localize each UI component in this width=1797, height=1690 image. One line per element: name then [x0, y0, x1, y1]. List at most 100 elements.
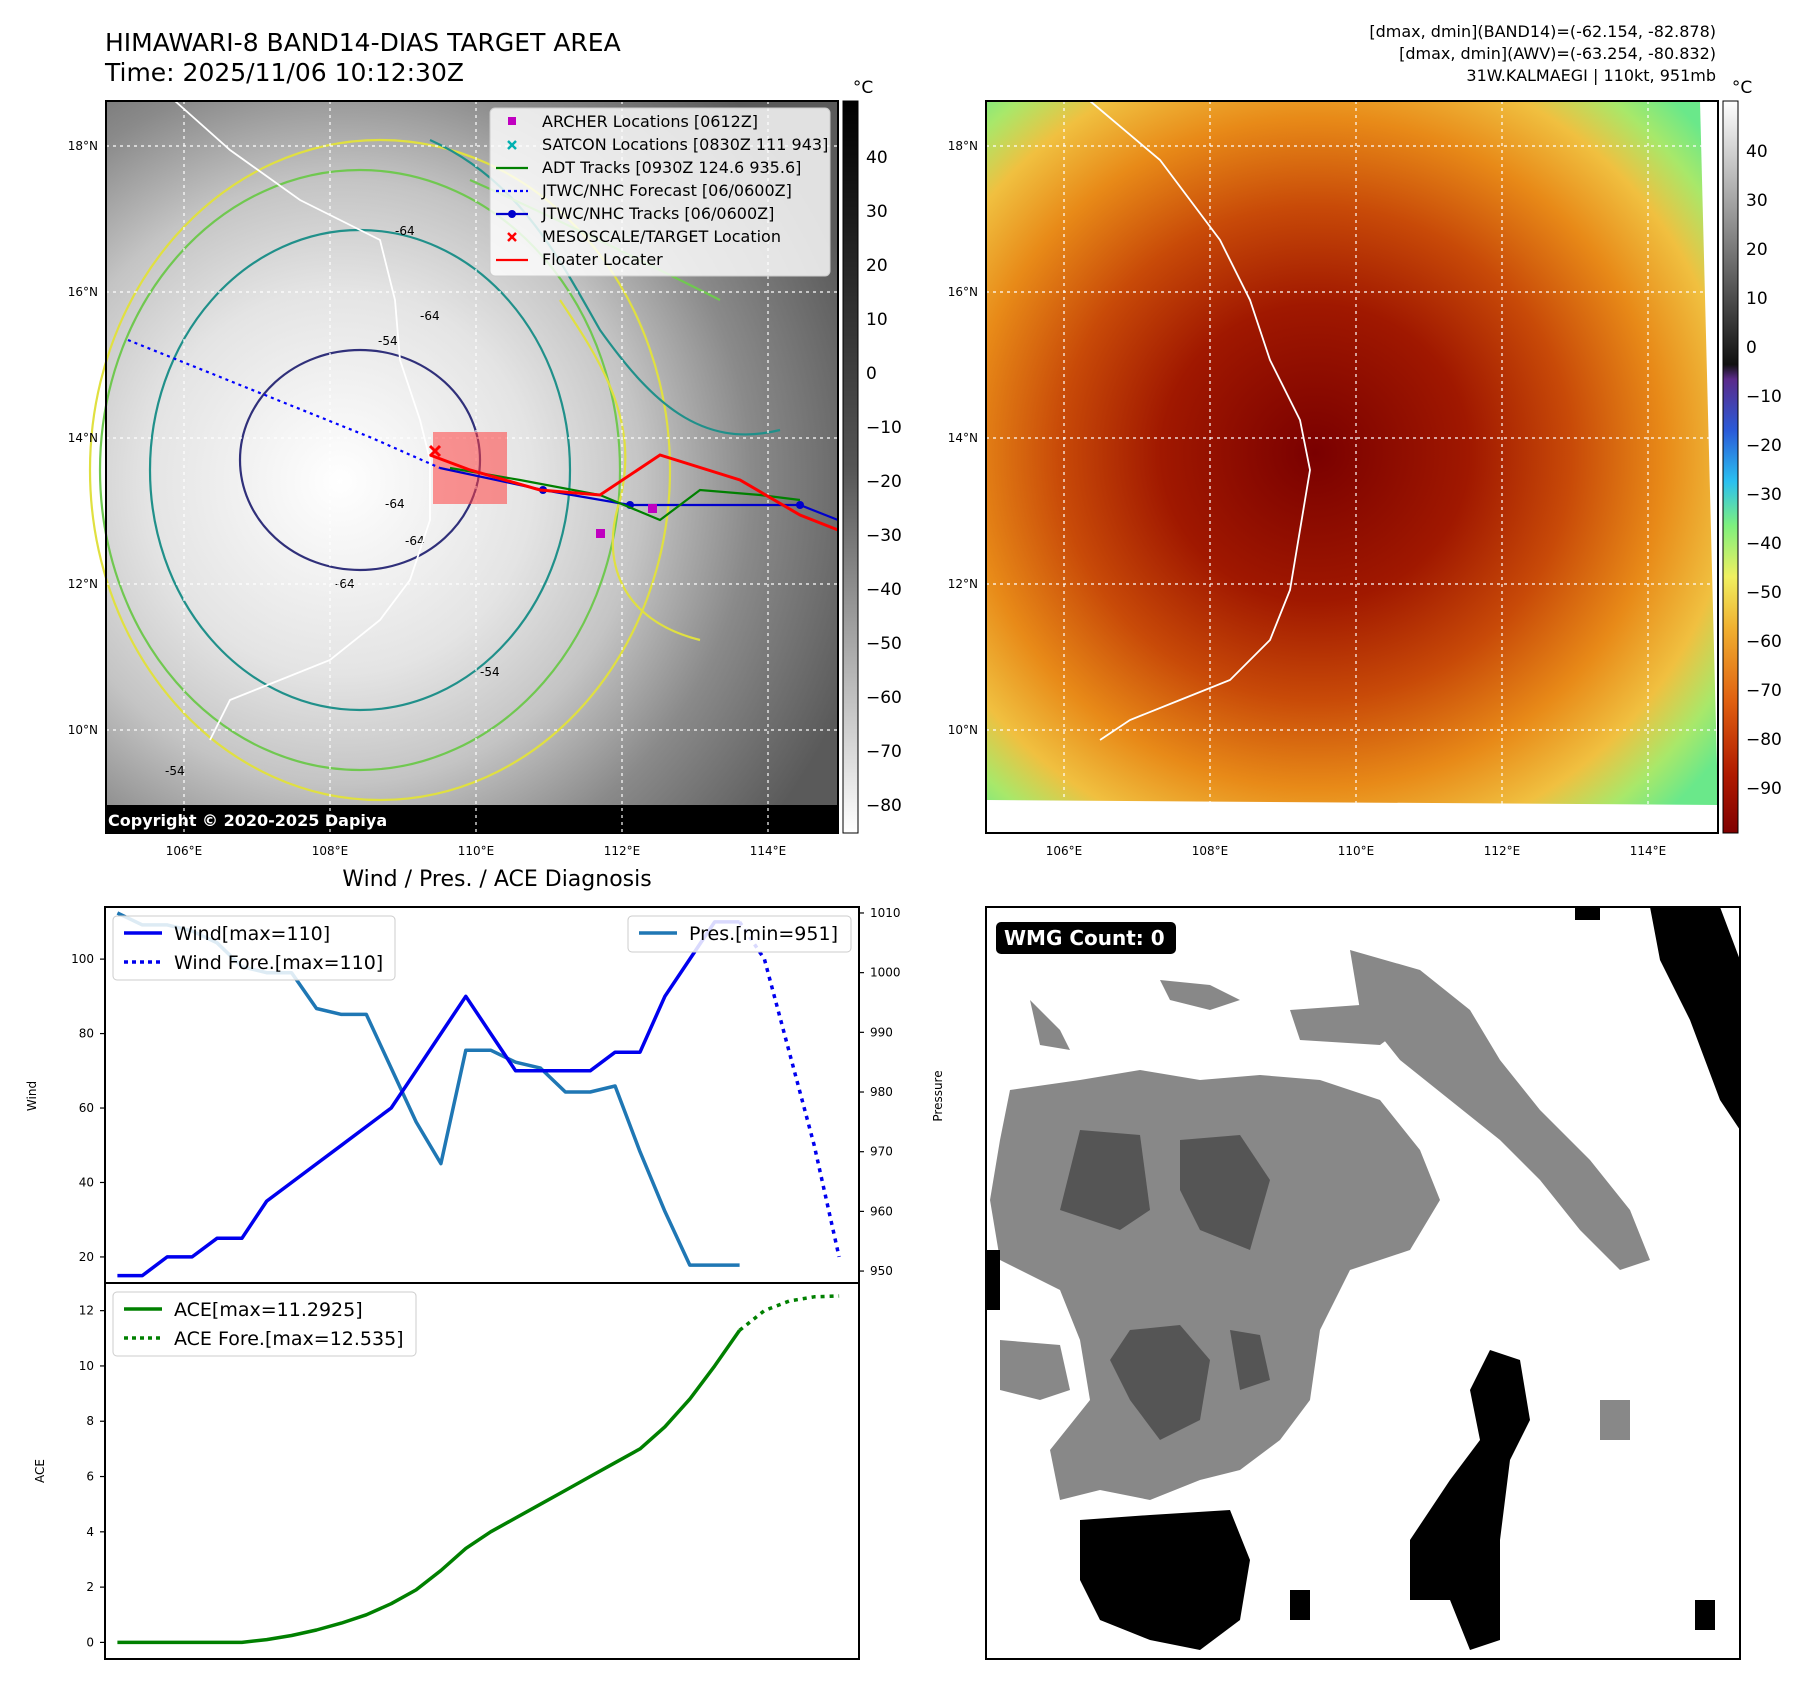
ace-forecast-line: [738, 1294, 840, 1332]
pressure-tick-label: 960: [870, 1204, 893, 1218]
contour-label: -64: [405, 534, 425, 548]
legend-jtwc-tracks: JTWC/NHC Tracks [06/0600Z]: [541, 204, 774, 223]
contour-label: -54: [480, 665, 500, 679]
wmg-cells: [986, 907, 1740, 1650]
colorbar-awv: °C 40 30 20 10 0 −10 −20 −30 −40 −50 −60…: [1722, 78, 1782, 834]
lon-label: 110°E: [458, 844, 495, 858]
ace-tick-label: 10: [79, 1359, 94, 1373]
wind-tick-label: 100: [71, 952, 94, 966]
lon-label: 112°E: [1484, 844, 1521, 858]
cbar-tick: −40: [1746, 534, 1782, 554]
cbar-tick: −80: [1746, 730, 1782, 750]
contour-label: -64: [420, 309, 440, 323]
wind-line: [117, 920, 740, 1278]
contour-label: -54: [165, 764, 185, 778]
ace-tick-label: 4: [86, 1525, 94, 1539]
wmg-count-label: WMG Count: 0: [1004, 926, 1165, 950]
legend-jtwc-forecast: JTWC/NHC Forecast [06/0600Z]: [541, 181, 792, 200]
diagnosis-title: Wind / Pres. / ACE Diagnosis: [342, 867, 651, 892]
target-area-box: [433, 432, 507, 504]
gridlines: [986, 101, 1718, 833]
legend-ace-fore: ACE Fore.[max=12.535]: [174, 1328, 404, 1350]
ace-chart: 0 2 4 6 8 10 12 ACE ACE[max=11.2925] ACE Fore.…: [33, 1282, 860, 1660]
colorbar-ticks: 40 30 20 10 0 −10 −20 −30 −40 −50 −60 −7…: [866, 148, 902, 816]
pressure-tick-label: 990: [870, 1025, 893, 1039]
contour-label: -54: [378, 334, 398, 348]
copyright-text: Copyright © 2020-2025 Dapiya: [108, 811, 387, 830]
lat-label: 12°N: [68, 577, 98, 591]
legend-item: JTWC/NHC Forecast [06/0600Z]: [496, 181, 792, 200]
ace-axis-label: ACE: [33, 1459, 47, 1483]
info-band14: [dmax, dmin](BAND14)=(-62.154, -82.878): [1369, 22, 1716, 41]
cbar-tick: 10: [1746, 289, 1768, 309]
pressure-tick-label: 980: [870, 1085, 893, 1099]
cbar-tick: −30: [1746, 485, 1782, 505]
colorbar-gradient: [842, 100, 859, 834]
lat-labels: 18°N 16°N 14°N 12°N 10°N: [68, 139, 98, 737]
map-legend: ARCHER Locations [0612Z] SATCON Location…: [489, 107, 831, 277]
lat-labels: 18°N 16°N 14°N 12°N 10°N: [948, 139, 978, 737]
figure-title: HIMAWARI-8 BAND14-DIAS TARGET AREA: [105, 28, 621, 57]
floater-track: [429, 453, 839, 532]
wind-axis: 20 40 60 80 100: [71, 952, 105, 1264]
legend-ace: ACE[max=11.2925]: [174, 1299, 363, 1321]
cbar-tick: −90: [1746, 779, 1782, 799]
lat-label: 14°N: [948, 431, 978, 445]
ace-tick-label: 8: [86, 1414, 94, 1428]
cbar-tick: −20: [866, 472, 902, 492]
wind-pressure-chart: 20 40 60 80 100 950 960 970 980 990 1000 1010 Wind…: [25, 906, 945, 1284]
contour-label: -64: [385, 497, 405, 511]
lat-label: 16°N: [948, 285, 978, 299]
lon-labels: 106°E 108°E 110°E 112°E 114°E: [1046, 844, 1667, 858]
pressure-tick-label: 1000: [870, 966, 901, 980]
contour-label: -64: [395, 224, 415, 238]
legend-pressure: Pres.[min=951]: [689, 923, 838, 945]
lon-label: 112°E: [604, 844, 641, 858]
cbar-tick: −70: [866, 742, 902, 762]
cbar-tick: 30: [1746, 191, 1768, 211]
coastline: [174, 100, 431, 741]
ir-color-image: [986, 101, 1718, 805]
ace-tick-label: 2: [86, 1580, 94, 1594]
ace-tick-label: 12: [79, 1304, 94, 1318]
cbar-tick: −60: [866, 688, 902, 708]
cbar-tick: −50: [1746, 583, 1782, 603]
legend-wind: Wind[max=110]: [174, 923, 330, 945]
pressure-axis: 950 960 970 980 990 1000 1010: [859, 906, 901, 1278]
lon-label: 114°E: [750, 844, 787, 858]
cbar-tick: 30: [866, 202, 888, 222]
cbar-tick: −20: [1746, 436, 1782, 456]
lat-label: 10°N: [948, 723, 978, 737]
colorbar-unit: °C: [1732, 78, 1752, 98]
legend-item: SATCON Locations [0830Z 111 943]: [507, 135, 828, 154]
colorbar-gradient: [1722, 100, 1739, 834]
ace-series: [117, 1294, 840, 1645]
wind-tick-label: 80: [79, 1027, 94, 1041]
legend-item: MESOSCALE/TARGET Location: [507, 227, 781, 246]
legend-mesoscale: MESOSCALE/TARGET Location: [542, 227, 781, 246]
cbar-tick: 10: [866, 310, 888, 330]
legend-satcon: SATCON Locations [0830Z 111 943]: [542, 135, 828, 154]
cbar-tick: −40: [866, 580, 902, 600]
ace-tick-label: 6: [86, 1470, 94, 1484]
map-frame: [105, 100, 839, 834]
cbar-tick: −60: [1746, 632, 1782, 652]
ace-tick-label: 0: [86, 1635, 94, 1649]
lon-label: 114°E: [1630, 844, 1667, 858]
cbar-tick: −80: [866, 796, 902, 816]
cbar-tick: −10: [1746, 387, 1782, 407]
wind-legend: Wind[max=110] Wind Fore.[max=110]: [112, 915, 396, 981]
colorbar-unit: °C: [853, 78, 873, 98]
cbar-tick: −10: [866, 418, 902, 438]
lat-label: 18°N: [68, 139, 98, 153]
cbar-tick: −50: [866, 634, 902, 654]
cbar-tick: 20: [1746, 240, 1768, 260]
legend-item: ARCHER Locations [0612Z]: [508, 112, 758, 131]
target-marker: [428, 444, 442, 458]
legend-item: JTWC/NHC Tracks [06/0600Z]: [496, 204, 774, 223]
wind-tick-label: 60: [79, 1101, 94, 1115]
map-band14: Copyright © 2020-2025 Dapiya -64 -64 -54…: [68, 100, 839, 858]
coastline: [1089, 100, 1311, 741]
legend-archer: ARCHER Locations [0612Z]: [542, 112, 758, 131]
